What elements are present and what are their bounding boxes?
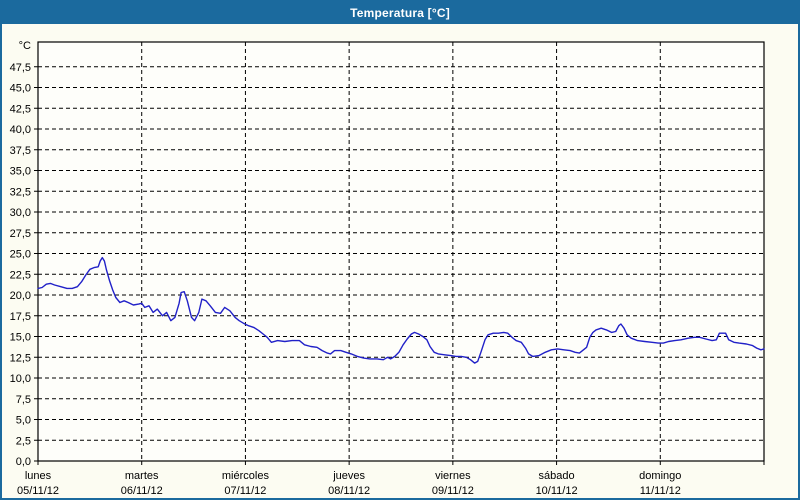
x-day-date-label: 08/11/12 bbox=[328, 485, 370, 497]
y-tick-label: 15,0 bbox=[10, 332, 31, 344]
temperature-chart: 47,5 45,0 42,5 40,0 37,5 35,0 32,5 30,0 27,5 25,0… bbox=[10, 40, 765, 497]
chart-title: Temperatura [°C] bbox=[350, 6, 450, 20]
x-day-name-label: miércoles bbox=[222, 470, 270, 482]
y-tick-label: 25,0 bbox=[10, 249, 31, 261]
x-day-name-label: viernes bbox=[435, 470, 471, 482]
y-tick-label: 27,5 bbox=[10, 228, 31, 240]
y-tick-label: 20,0 bbox=[10, 290, 31, 302]
y-tick-label: 40,0 bbox=[10, 124, 31, 136]
plot-background bbox=[38, 42, 764, 461]
x-day-date-label: 05/11/12 bbox=[17, 485, 59, 497]
x-day-name-label: martes bbox=[125, 470, 159, 482]
x-day-name-label: jueves bbox=[332, 470, 365, 482]
y-tick-label: 35,0 bbox=[10, 166, 31, 178]
x-day-date-label: 09/11/12 bbox=[432, 485, 474, 497]
x-day-name-label: domingo bbox=[639, 470, 681, 482]
y-tick-label: 5,0 bbox=[16, 415, 31, 427]
y-tick-label: 30,0 bbox=[10, 207, 31, 219]
x-day-name-label: sábado bbox=[539, 470, 575, 482]
title-bar: Temperatura [°C] bbox=[2, 2, 798, 24]
plot-border bbox=[37, 41, 765, 462]
x-day-date-label: 11/11/12 bbox=[640, 485, 681, 497]
y-tick-label: 45,0 bbox=[10, 83, 31, 95]
y-tick-label: 37,5 bbox=[10, 145, 31, 157]
y-tick-label: 2,5 bbox=[16, 435, 31, 447]
y-tick-label: 7,5 bbox=[16, 394, 31, 406]
y-tick-label: 47,5 bbox=[10, 62, 31, 74]
x-day-date-label: 10/11/12 bbox=[536, 485, 578, 497]
x-day-date-label: 06/11/12 bbox=[121, 485, 163, 497]
y-tick-label: 0,0 bbox=[16, 456, 31, 468]
x-day-date-label: 07/11/12 bbox=[224, 485, 266, 497]
y-tick-label: 12,5 bbox=[10, 352, 31, 364]
y-tick-label: 17,5 bbox=[10, 311, 31, 323]
chart-area: 47,5 45,0 42,5 40,0 37,5 35,0 32,5 30,0 27,5 25,0… bbox=[2, 24, 798, 498]
x-day-name-label: lunes bbox=[25, 470, 52, 482]
y-tick-label: 42,5 bbox=[10, 103, 31, 115]
y-tick-label: 22,5 bbox=[10, 269, 31, 281]
y-tick-label: 32,5 bbox=[10, 186, 31, 198]
y-tick-label: 10,0 bbox=[10, 373, 31, 385]
y-axis-unit-label: °C bbox=[19, 40, 31, 52]
temperature-series-line bbox=[37, 256, 765, 364]
